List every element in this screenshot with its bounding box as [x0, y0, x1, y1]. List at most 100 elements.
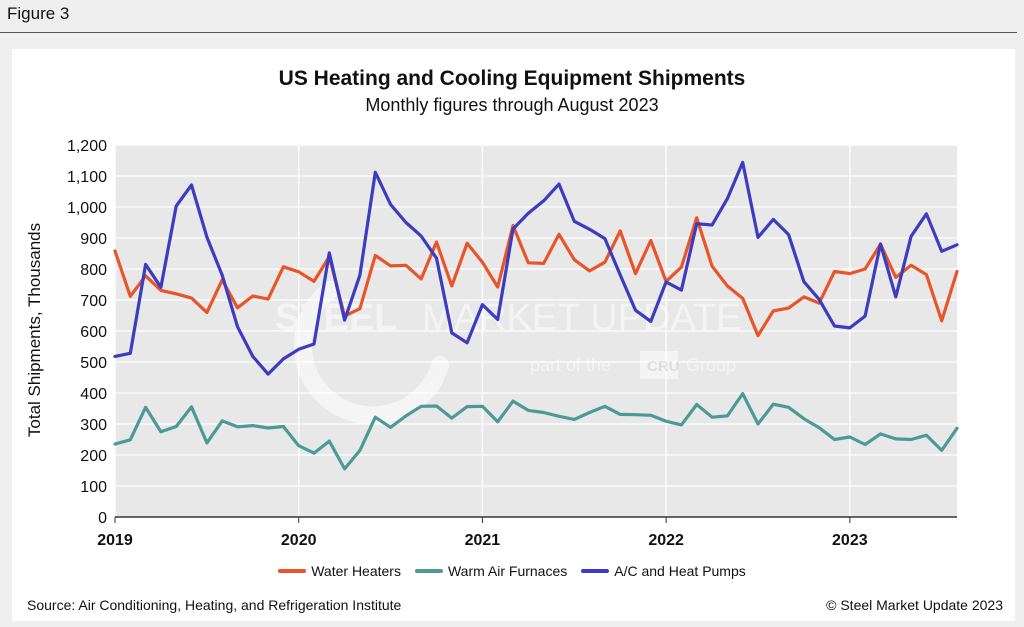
data-point-water-heaters — [848, 272, 851, 275]
data-point-warm-air-furnaces — [113, 442, 117, 446]
data-point-warm-air-furnaces — [190, 405, 193, 409]
data-point-warm-air-furnaces — [328, 439, 331, 443]
source-note: Source: Air Conditioning, Heating, and R… — [27, 597, 402, 613]
data-point-water-heaters — [435, 240, 438, 244]
data-point-a-c-and-heat-pumps — [358, 274, 362, 277]
legend-label-ac-heat-pumps: A/C and Heat Pumps — [614, 563, 746, 579]
data-point-a-c-and-heat-pumps — [236, 325, 239, 328]
data-point-warm-air-furnaces — [374, 416, 377, 419]
data-point-a-c-and-heat-pumps — [619, 273, 622, 277]
axes: 0 100 200 300 400 500 600 700 800 900 1,000 1,100 1,… — [67, 138, 957, 549]
data-point-water-heaters — [481, 261, 484, 264]
data-point-a-c-and-heat-pumps — [328, 251, 331, 255]
data-point-water-heaters — [649, 239, 652, 242]
series-lines — [113, 160, 959, 471]
data-point-water-heaters — [374, 254, 377, 257]
data-point-warm-air-furnaces — [649, 414, 652, 417]
data-point-water-heaters — [619, 229, 622, 233]
data-point-warm-air-furnaces — [175, 425, 178, 428]
data-point-water-heaters — [129, 295, 132, 298]
data-point-water-heaters — [603, 261, 607, 264]
x-tick-label: 2023 — [832, 532, 868, 549]
data-point-warm-air-furnaces — [756, 422, 760, 426]
watermark-cru: CRU — [647, 358, 680, 375]
data-point-water-heaters — [680, 265, 683, 269]
data-point-water-heaters — [190, 296, 193, 300]
data-point-warm-air-furnaces — [450, 416, 453, 420]
data-point-warm-air-furnaces — [619, 413, 622, 416]
y-tick-label: 700 — [80, 293, 107, 310]
watermark: STEEL MARKET UPDATE part of the CRU Grou… — [275, 281, 742, 425]
data-point-warm-air-furnaces — [236, 425, 239, 428]
data-point-warm-air-furnaces — [573, 418, 576, 421]
data-point-a-c-and-heat-pumps — [420, 234, 423, 238]
data-point-a-c-and-heat-pumps — [894, 295, 897, 299]
data-point-warm-air-furnaces — [863, 443, 867, 446]
series-line-water-heaters — [113, 216, 959, 338]
data-point-warm-air-furnaces — [726, 414, 729, 418]
data-point-water-heaters — [297, 270, 300, 273]
data-point-warm-air-furnaces — [358, 449, 362, 452]
data-point-water-heaters — [772, 309, 775, 313]
data-point-warm-air-furnaces — [527, 409, 530, 412]
data-point-warm-air-furnaces — [787, 406, 790, 409]
data-point-a-c-and-heat-pumps — [726, 197, 729, 200]
data-point-water-heaters — [802, 295, 806, 299]
y-tick-label: 1,200 — [67, 138, 107, 155]
legend-item-warm-air-furnaces: Warm Air Furnaces — [414, 563, 568, 579]
data-point-water-heaters — [527, 261, 530, 264]
data-point-a-c-and-heat-pumps — [144, 263, 147, 266]
y-tick-label: 800 — [80, 262, 107, 279]
data-point-warm-air-furnaces — [909, 438, 913, 441]
series-line-warm-air-furnaces — [113, 392, 959, 471]
x-tick-label: 2022 — [648, 532, 684, 549]
data-point-water-heaters — [940, 319, 943, 322]
data-point-a-c-and-heat-pumps — [129, 352, 132, 355]
figure-divider — [0, 32, 1017, 33]
data-point-water-heaters — [420, 277, 423, 281]
data-point-a-c-and-heat-pumps — [756, 236, 760, 239]
y-tick-label: 1,100 — [67, 169, 107, 186]
y-tick-label: 200 — [80, 448, 107, 465]
data-point-water-heaters — [205, 311, 209, 314]
y-tick-label: 400 — [80, 386, 107, 403]
data-point-warm-air-furnaces — [940, 449, 943, 452]
data-point-warm-air-furnaces — [741, 392, 744, 395]
data-point-a-c-and-heat-pumps — [159, 286, 163, 289]
data-point-water-heaters — [312, 280, 316, 283]
data-point-warm-air-furnaces — [404, 414, 408, 418]
data-point-warm-air-furnaces — [343, 467, 346, 471]
data-point-warm-air-furnaces — [481, 405, 484, 408]
data-point-water-heaters — [634, 272, 637, 275]
data-point-warm-air-furnaces — [511, 399, 515, 403]
data-point-warm-air-furnaces — [435, 404, 438, 408]
data-point-warm-air-furnaces — [879, 432, 882, 436]
data-point-water-heaters — [925, 273, 928, 276]
legend-swatch-water-heaters — [278, 569, 307, 573]
data-point-a-c-and-heat-pumps — [710, 223, 714, 227]
legend-label-warm-air-furnaces: Warm Air Furnaces — [447, 563, 568, 579]
data-point-warm-air-furnaces — [833, 438, 836, 441]
data-point-warm-air-furnaces — [894, 437, 897, 441]
data-point-a-c-and-heat-pumps — [496, 318, 499, 321]
data-point-a-c-and-heat-pumps — [664, 280, 668, 284]
data-point-warm-air-furnaces — [251, 424, 254, 427]
data-point-water-heaters — [726, 284, 729, 288]
data-point-a-c-and-heat-pumps — [925, 212, 928, 215]
data-point-water-heaters — [695, 216, 698, 219]
watermark-group: Group — [686, 355, 736, 375]
data-point-a-c-and-heat-pumps — [221, 274, 224, 277]
data-point-a-c-and-heat-pumps — [772, 218, 775, 221]
data-point-a-c-and-heat-pumps — [833, 324, 836, 328]
data-point-water-heaters — [787, 306, 790, 310]
data-point-a-c-and-heat-pumps — [511, 227, 515, 231]
data-point-a-c-and-heat-pumps — [848, 326, 851, 330]
data-point-a-c-and-heat-pumps — [481, 303, 484, 306]
watermark-brand: MARKET UPDATE — [422, 297, 742, 339]
data-point-water-heaters — [450, 284, 453, 288]
data-point-a-c-and-heat-pumps — [266, 372, 270, 376]
data-point-water-heaters — [894, 276, 897, 279]
x-tick-label: 2019 — [97, 532, 133, 549]
chart-title: US Heating and Cooling Equipment Shipmen… — [278, 67, 746, 90]
data-point-warm-air-furnaces — [144, 406, 147, 409]
